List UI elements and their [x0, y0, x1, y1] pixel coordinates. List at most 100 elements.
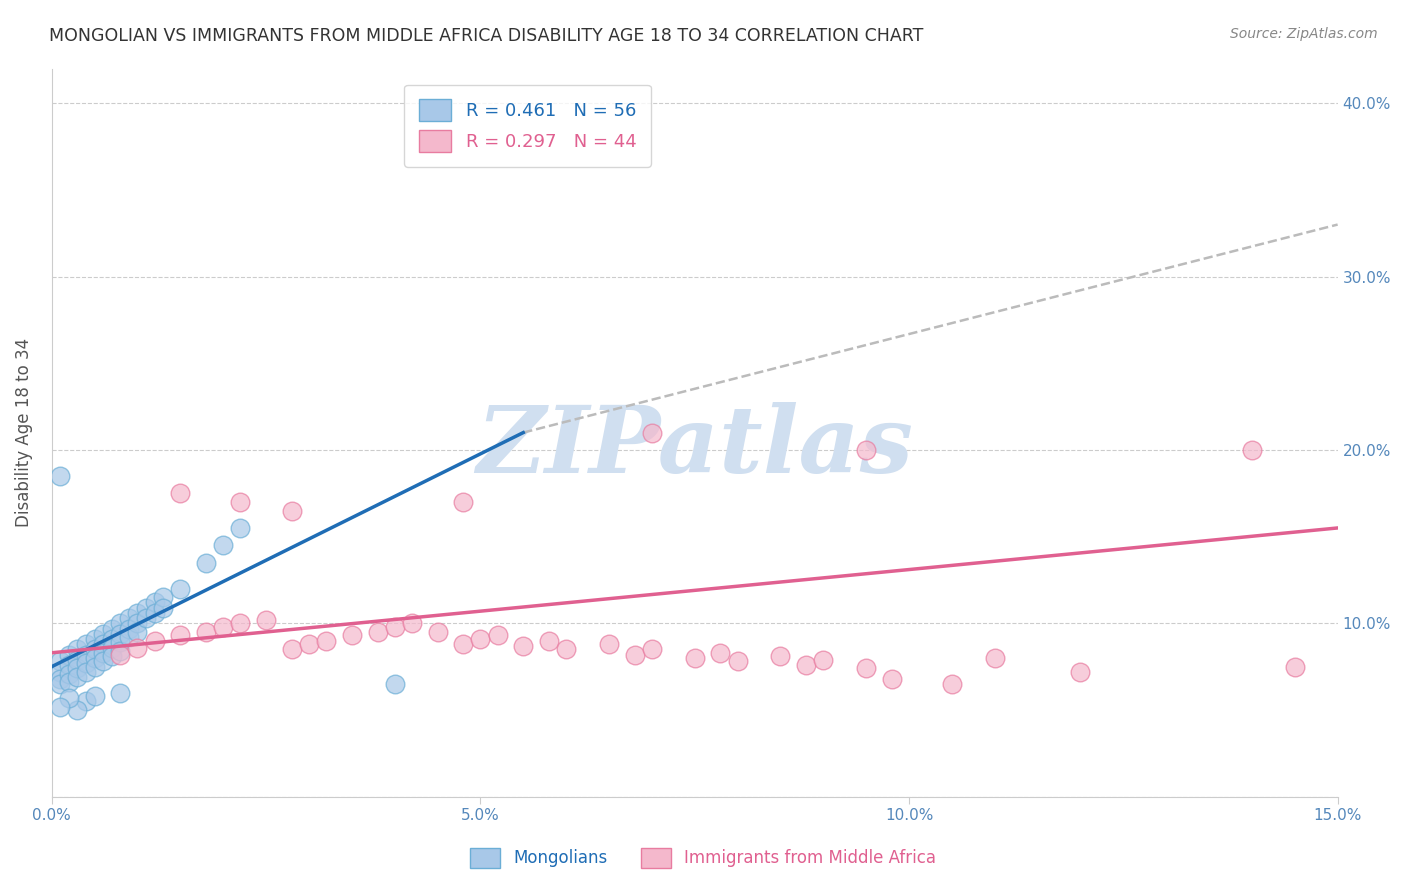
Point	[49, 677, 72, 691]
Point	[135, 611, 157, 625]
Point	[195, 624, 218, 639]
Point	[49, 469, 72, 483]
Point	[49, 699, 72, 714]
Point	[709, 646, 731, 660]
Point	[66, 703, 89, 717]
Point	[66, 661, 89, 675]
Point	[127, 616, 149, 631]
Point	[195, 556, 218, 570]
Point	[66, 653, 89, 667]
Point	[555, 642, 578, 657]
Point	[512, 639, 534, 653]
Point	[941, 677, 963, 691]
Point	[727, 655, 749, 669]
Point	[66, 642, 89, 657]
Point	[83, 632, 105, 646]
Point	[281, 642, 304, 657]
Point	[100, 622, 122, 636]
Point	[143, 595, 166, 609]
Point	[298, 637, 321, 651]
Point	[83, 651, 105, 665]
Point	[127, 624, 149, 639]
Point	[169, 628, 191, 642]
Point	[58, 666, 80, 681]
Point	[75, 665, 97, 679]
Point	[118, 630, 141, 644]
Point	[58, 657, 80, 672]
Point	[58, 690, 80, 705]
Point	[169, 486, 191, 500]
Point	[91, 626, 114, 640]
Point	[75, 694, 97, 708]
Point	[794, 657, 817, 672]
Point	[340, 628, 363, 642]
Point	[135, 600, 157, 615]
Point	[537, 633, 560, 648]
Y-axis label: Disability Age 18 to 34: Disability Age 18 to 34	[15, 338, 32, 527]
Point	[91, 646, 114, 660]
Point	[1240, 442, 1263, 457]
Point	[470, 632, 492, 646]
Text: Source: ZipAtlas.com: Source: ZipAtlas.com	[1230, 27, 1378, 41]
Point	[641, 425, 664, 440]
Point	[769, 649, 792, 664]
Point	[100, 632, 122, 646]
Point	[49, 655, 72, 669]
Point	[426, 624, 449, 639]
Point	[75, 637, 97, 651]
Legend: R = 0.461   N = 56, R = 0.297   N = 44: R = 0.461 N = 56, R = 0.297 N = 44	[405, 85, 651, 167]
Point	[66, 670, 89, 684]
Point	[813, 653, 835, 667]
Point	[169, 582, 191, 596]
Point	[75, 648, 97, 662]
Point	[641, 642, 664, 657]
Point	[880, 672, 903, 686]
Point	[384, 677, 406, 691]
Point	[212, 538, 235, 552]
Point	[83, 642, 105, 657]
Point	[401, 616, 423, 631]
Point	[229, 521, 252, 535]
Text: ZIPatlas: ZIPatlas	[477, 402, 912, 492]
Point	[118, 622, 141, 636]
Point	[91, 637, 114, 651]
Point	[49, 665, 72, 679]
Point	[75, 656, 97, 670]
Point	[281, 503, 304, 517]
Point	[83, 689, 105, 703]
Point	[110, 686, 132, 700]
Point	[127, 606, 149, 620]
Point	[229, 495, 252, 509]
Point	[143, 606, 166, 620]
Point	[1069, 665, 1091, 679]
Point	[110, 648, 132, 662]
Point	[152, 591, 174, 605]
Point	[451, 495, 474, 509]
Point	[451, 637, 474, 651]
Point	[366, 624, 388, 639]
Point	[110, 635, 132, 649]
Point	[384, 620, 406, 634]
Point	[58, 648, 80, 662]
Point	[623, 648, 645, 662]
Point	[118, 611, 141, 625]
Point	[110, 616, 132, 631]
Point	[127, 640, 149, 655]
Point	[49, 672, 72, 686]
Point	[83, 659, 105, 673]
Point	[91, 655, 114, 669]
Point	[143, 633, 166, 648]
Point	[855, 442, 877, 457]
Point	[110, 626, 132, 640]
Point	[486, 628, 509, 642]
Point	[1284, 659, 1306, 673]
Point	[229, 616, 252, 631]
Point	[315, 633, 337, 648]
Point	[100, 649, 122, 664]
Point	[152, 600, 174, 615]
Point	[212, 620, 235, 634]
Point	[58, 675, 80, 690]
Point	[598, 637, 620, 651]
Point	[855, 661, 877, 675]
Point	[100, 640, 122, 655]
